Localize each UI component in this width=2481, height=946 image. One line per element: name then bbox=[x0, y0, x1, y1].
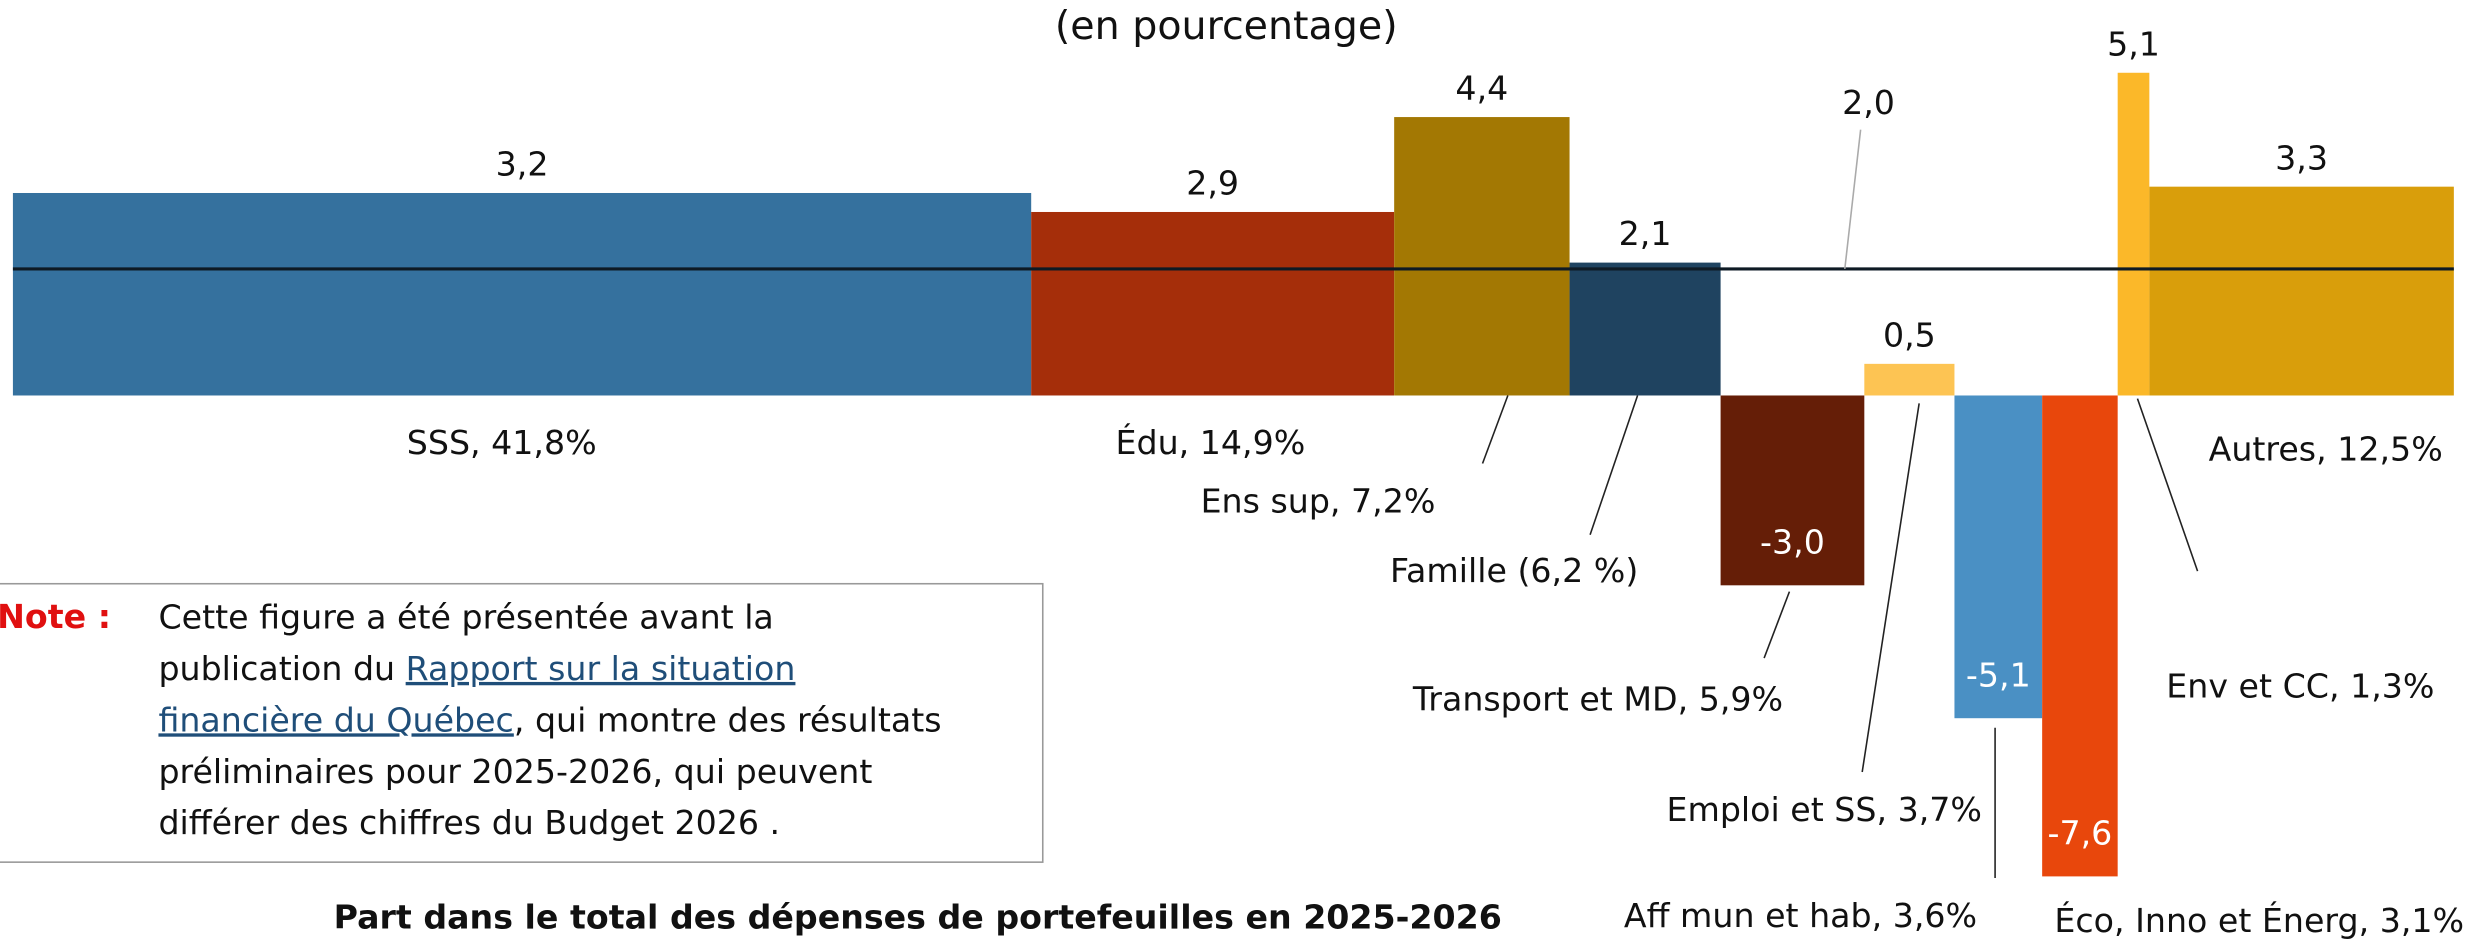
note-text: différer des chiffres du Budget 2026 . bbox=[158, 803, 780, 842]
note-line: financière du Québec, qui montre des rés… bbox=[158, 700, 941, 739]
category-label: Famille (6,2 %) bbox=[1390, 551, 1638, 590]
leader-line bbox=[1861, 403, 1920, 773]
bar bbox=[1031, 211, 1395, 396]
category-label: Transport et MD, 5,9% bbox=[1412, 679, 1783, 718]
value-label: 4,4 bbox=[1455, 69, 1508, 108]
value-label: -3,0 bbox=[1760, 523, 1825, 562]
value-label: 3,3 bbox=[2275, 138, 2328, 177]
bar bbox=[12, 192, 1032, 396]
category-label: Ens sup, 7,2% bbox=[1201, 482, 1436, 521]
category-label: Emploi et SS, 3,7% bbox=[1666, 790, 1981, 829]
note-box bbox=[0, 582, 1044, 863]
value-label: 0,5 bbox=[1883, 315, 1936, 354]
value-label: 5,1 bbox=[2107, 24, 2160, 63]
note-line: Cette figure a été présentée avant la bbox=[158, 597, 773, 636]
value-label: 3,2 bbox=[496, 145, 549, 184]
category-label: Autres, 12,5% bbox=[2209, 429, 2443, 468]
note-line: préliminaires pour 2025-2026, qui peuven… bbox=[158, 751, 872, 790]
category-label: Édu, 14,9% bbox=[1116, 422, 1306, 462]
value-label: -5,1 bbox=[1966, 656, 2031, 695]
average-label: 2,0 bbox=[1842, 83, 1895, 122]
leader-line bbox=[2136, 398, 2199, 572]
value-label: -7,6 bbox=[2047, 814, 2112, 853]
note-line: différer des chiffres du Budget 2026 . bbox=[158, 803, 780, 842]
note-label: Note : bbox=[0, 597, 111, 636]
bar bbox=[1394, 117, 1570, 396]
bar bbox=[1720, 395, 1865, 586]
bar bbox=[2117, 72, 2150, 396]
leader-line bbox=[1844, 129, 1862, 270]
bar bbox=[1569, 262, 1721, 396]
category-label: Éco, Inno et Énerg, 3,1% bbox=[2054, 900, 2464, 940]
bar bbox=[2149, 186, 2454, 396]
leader-line bbox=[1481, 395, 1509, 464]
note-text: préliminaires pour 2025-2026, qui peuven… bbox=[158, 751, 872, 790]
leader-line bbox=[1589, 395, 1639, 535]
note-text: , qui montre des résultats bbox=[514, 700, 942, 739]
chart-title: (en pourcentage) bbox=[1055, 3, 1398, 49]
category-label: Env et CC, 1,3% bbox=[2166, 667, 2434, 706]
category-label: Aff mun et hab, 3,6% bbox=[1624, 896, 1977, 935]
leader-line bbox=[1763, 591, 1791, 659]
category-label: SSS, 41,8% bbox=[407, 423, 597, 462]
note-link[interactable]: financière du Québec bbox=[158, 700, 513, 739]
bar bbox=[1864, 363, 1955, 396]
value-label: 2,1 bbox=[1619, 214, 1672, 253]
bar bbox=[1954, 395, 2043, 719]
note-line: publication du Rapport sur la situation bbox=[158, 648, 795, 687]
value-label: 2,9 bbox=[1186, 164, 1239, 203]
note-text: publication du bbox=[158, 648, 405, 687]
bar bbox=[2042, 395, 2118, 877]
note-text: Cette figure a été présentée avant la bbox=[158, 597, 773, 636]
note-link[interactable]: Rapport sur la situation bbox=[406, 648, 796, 687]
x-axis-label: Part dans le total des dépenses de porte… bbox=[334, 898, 1502, 937]
